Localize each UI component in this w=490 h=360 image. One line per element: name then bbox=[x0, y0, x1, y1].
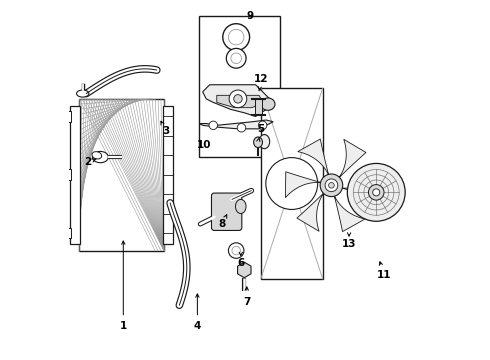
Text: 7: 7 bbox=[243, 297, 250, 307]
Circle shape bbox=[325, 179, 338, 192]
Text: 2: 2 bbox=[84, 157, 92, 167]
Ellipse shape bbox=[92, 152, 102, 159]
Circle shape bbox=[228, 30, 244, 45]
Bar bbox=[255, 99, 262, 115]
Text: 9: 9 bbox=[247, 11, 254, 21]
Text: 6: 6 bbox=[237, 258, 245, 268]
Text: 4: 4 bbox=[194, 321, 201, 332]
Polygon shape bbox=[334, 195, 365, 231]
Polygon shape bbox=[286, 172, 322, 198]
Polygon shape bbox=[238, 262, 251, 278]
Circle shape bbox=[329, 183, 334, 188]
Text: 3: 3 bbox=[162, 126, 169, 136]
Text: 12: 12 bbox=[254, 75, 268, 85]
Text: 1: 1 bbox=[120, 321, 127, 332]
Circle shape bbox=[237, 123, 245, 132]
Polygon shape bbox=[199, 120, 273, 129]
Ellipse shape bbox=[236, 199, 246, 213]
Circle shape bbox=[223, 24, 249, 50]
Circle shape bbox=[368, 185, 384, 200]
Circle shape bbox=[209, 121, 218, 130]
Circle shape bbox=[231, 53, 242, 64]
Polygon shape bbox=[203, 85, 270, 117]
Bar bbox=[64, 111, 71, 122]
Ellipse shape bbox=[259, 135, 270, 149]
Bar bbox=[64, 228, 71, 238]
Text: 10: 10 bbox=[197, 140, 212, 150]
Polygon shape bbox=[297, 192, 324, 231]
Polygon shape bbox=[217, 95, 263, 108]
Circle shape bbox=[228, 243, 244, 258]
Text: 8: 8 bbox=[219, 219, 226, 229]
Polygon shape bbox=[298, 139, 329, 176]
Bar bbox=[261, 88, 322, 279]
Bar bbox=[71, 106, 80, 243]
Circle shape bbox=[373, 189, 380, 196]
Circle shape bbox=[258, 121, 267, 130]
Text: 13: 13 bbox=[342, 239, 356, 248]
Circle shape bbox=[320, 174, 343, 197]
Bar bbox=[163, 106, 172, 243]
Circle shape bbox=[226, 48, 246, 68]
Text: 5: 5 bbox=[257, 124, 265, 134]
FancyBboxPatch shape bbox=[212, 193, 242, 230]
Ellipse shape bbox=[93, 152, 108, 163]
Bar bbox=[79, 99, 164, 251]
Polygon shape bbox=[341, 173, 377, 199]
Circle shape bbox=[347, 163, 405, 221]
Circle shape bbox=[266, 158, 318, 210]
Ellipse shape bbox=[254, 137, 263, 148]
Text: 11: 11 bbox=[377, 270, 392, 280]
Circle shape bbox=[234, 95, 242, 103]
Ellipse shape bbox=[76, 90, 89, 97]
Circle shape bbox=[232, 246, 241, 255]
Polygon shape bbox=[339, 139, 366, 178]
Bar bbox=[199, 16, 280, 157]
Ellipse shape bbox=[261, 98, 275, 110]
Circle shape bbox=[229, 90, 247, 108]
Bar bbox=[64, 170, 71, 180]
